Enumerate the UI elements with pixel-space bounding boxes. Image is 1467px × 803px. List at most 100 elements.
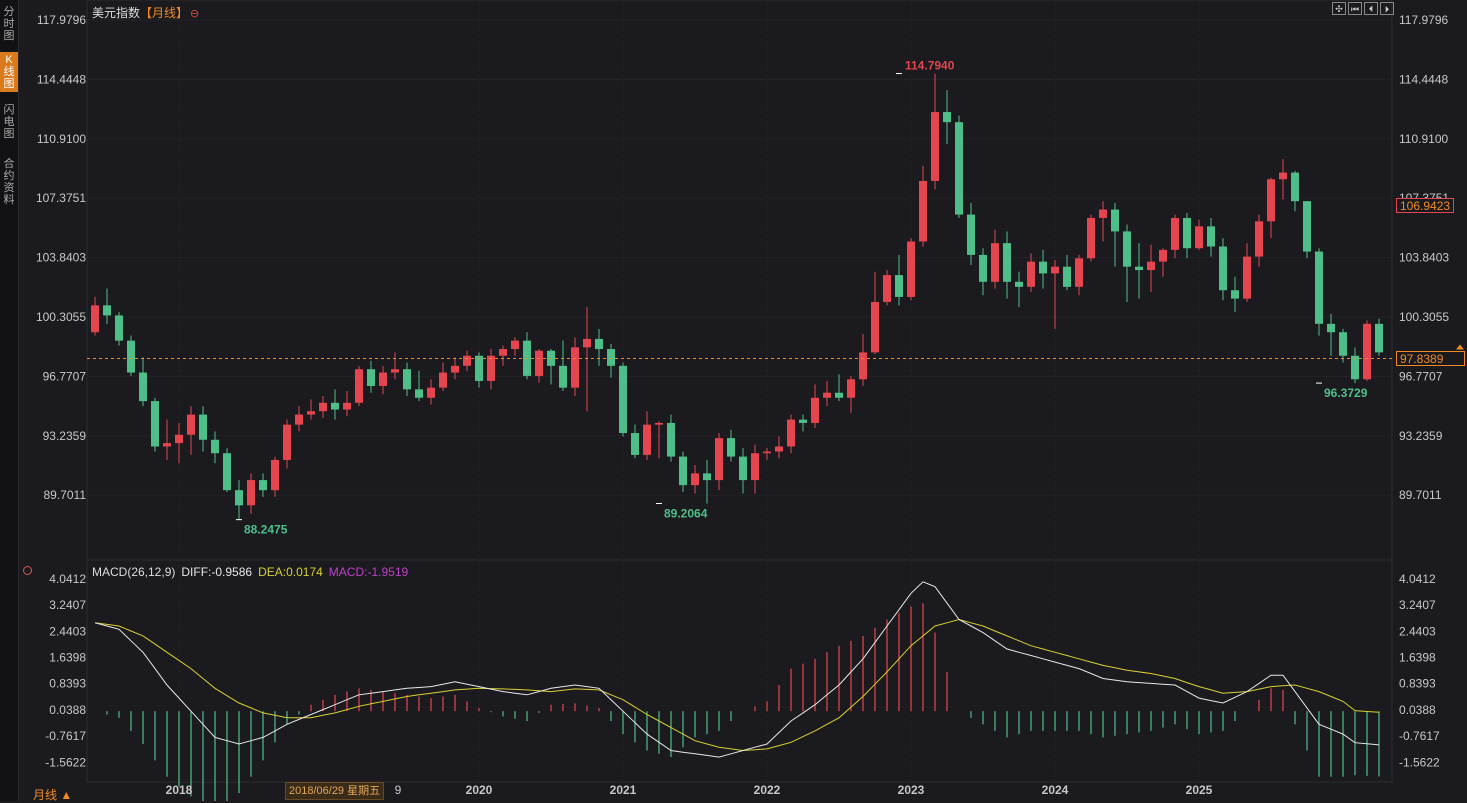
- candle-body: [451, 365, 459, 373]
- y-tick-right: 103.8403: [1399, 251, 1449, 265]
- macd-y-tick-right: 4.0412: [1399, 572, 1436, 586]
- candle-body: [1291, 172, 1299, 202]
- candle-body: [1339, 332, 1347, 356]
- candle-body: [343, 402, 351, 410]
- dea-line: [94, 618, 1380, 752]
- prev-icon[interactable]: ⏴: [1364, 2, 1378, 15]
- candle-body: [1363, 323, 1371, 380]
- dea-value: DEA:0.0174: [258, 565, 323, 579]
- y-tick-left: 93.2359: [43, 429, 87, 443]
- candle-body: [799, 419, 807, 423]
- candle-body: [163, 443, 171, 447]
- candle-body: [499, 349, 507, 356]
- x-tick-label: 2021: [610, 783, 637, 797]
- candle-body: [1243, 256, 1251, 299]
- chart-title: 美元指数【月线】 ⊖: [92, 4, 199, 21]
- x-tick-label: 2025: [1186, 783, 1213, 797]
- candle-body: [511, 340, 519, 350]
- candle-body: [175, 434, 183, 444]
- settings-circle-icon[interactable]: ⊖: [190, 8, 200, 20]
- candle-body: [1327, 323, 1335, 333]
- y-tick-right: 117.9796: [1399, 13, 1448, 27]
- indicator-settings-icon[interactable]: [23, 566, 32, 575]
- candle-body: [1087, 217, 1095, 259]
- candle-body: [115, 315, 123, 341]
- candle-body: [139, 372, 147, 402]
- y-tick-left: 117.9796: [37, 13, 86, 27]
- y-tick-right: 93.2359: [1399, 429, 1443, 443]
- candle-body: [1219, 246, 1227, 291]
- candle-body: [235, 490, 243, 506]
- price-up-arrow-icon: [1456, 344, 1464, 350]
- candle-body: [919, 180, 927, 242]
- candle-body: [1063, 266, 1071, 287]
- y-tick-left: 89.7011: [44, 488, 87, 502]
- candle-body: [415, 389, 423, 398]
- candle-body: [703, 473, 711, 481]
- candle-body: [211, 439, 219, 454]
- candle-body: [379, 372, 387, 386]
- candle-body: [487, 355, 495, 381]
- candle-body: [943, 112, 951, 123]
- macd-y-tick-right: -0.7617: [1399, 729, 1440, 743]
- x-tick-label: 2024: [1042, 783, 1069, 797]
- candle-body: [91, 305, 99, 333]
- macd-y-tick-left: 0.8393: [49, 677, 86, 691]
- y-tick-right: 110.9100: [1399, 132, 1448, 146]
- candle-body: [559, 365, 567, 388]
- candle-body: [715, 438, 723, 481]
- side-tab-2[interactable]: 闪电图: [3, 104, 15, 140]
- candle-body: [223, 453, 231, 491]
- y-tick-left: 100.3055: [36, 310, 86, 324]
- candle-body: [1279, 172, 1287, 180]
- candle-body: [979, 254, 987, 282]
- candle-body: [1303, 201, 1311, 252]
- macd-y-tick-right: 0.0388: [1399, 703, 1436, 717]
- candle-body: [391, 369, 399, 373]
- expand-icon[interactable]: ✣: [1332, 2, 1346, 15]
- macd-value: MACD:-1.9519: [328, 565, 409, 579]
- candle-body: [319, 402, 327, 412]
- candle-body: [1147, 261, 1155, 271]
- next-icon[interactable]: ⏵: [1380, 2, 1394, 15]
- high-price-label: 114.7940: [905, 59, 955, 73]
- candle-body: [595, 338, 603, 350]
- macd-name: MACD(26,12,9): [92, 565, 176, 579]
- candle-body: [847, 379, 855, 398]
- candle-body: [787, 419, 795, 447]
- candle-body: [871, 301, 879, 353]
- candle-body: [295, 414, 303, 425]
- candle-body: [187, 414, 195, 435]
- macd-y-tick-left: 4.0412: [49, 572, 86, 586]
- candle-body: [883, 275, 891, 302]
- first-icon[interactable]: ⏮: [1348, 2, 1362, 15]
- candle-body: [619, 365, 627, 434]
- candle-body: [247, 480, 255, 506]
- macd-y-tick-right: 0.8393: [1399, 677, 1436, 691]
- candle-body: [1195, 226, 1203, 249]
- macd-y-tick-right: -1.5622: [1399, 755, 1440, 769]
- candle-body: [1159, 249, 1167, 262]
- candle-body: [907, 241, 915, 297]
- candle-body: [1183, 217, 1191, 249]
- candle-body: [127, 340, 135, 373]
- candle-body: [283, 424, 291, 460]
- candle-body: [571, 347, 579, 388]
- candle-body: [271, 459, 279, 491]
- y-tick-left: 103.8403: [36, 251, 86, 265]
- period-select-button[interactable]: 月线 ▲: [33, 788, 73, 802]
- x-tick-label-partial: 9: [395, 783, 402, 797]
- period-tag: 【月线】: [140, 6, 189, 20]
- candle-body: [895, 275, 903, 297]
- candle-body: [1111, 209, 1119, 232]
- candle-body: [967, 214, 975, 255]
- side-tab-3[interactable]: 合约资料: [3, 158, 15, 206]
- candle-body: [331, 402, 339, 410]
- side-tab-0[interactable]: 分时图: [3, 6, 15, 42]
- macd-panel: [94, 581, 1380, 801]
- y-tick-left: 96.7707: [43, 369, 87, 383]
- candle-body: [427, 387, 435, 398]
- candle-body: [1099, 209, 1107, 218]
